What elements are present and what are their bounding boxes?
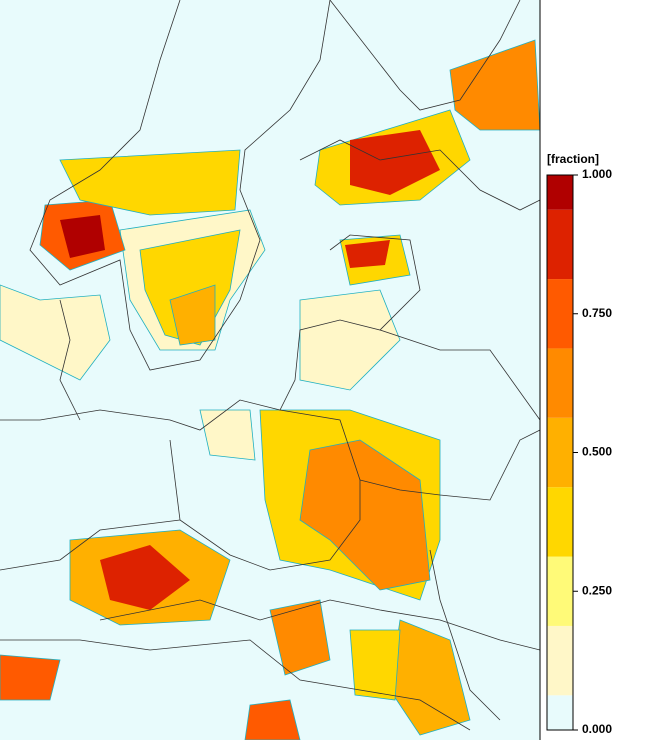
colorbar-band <box>547 625 573 696</box>
borders <box>0 0 541 731</box>
colorbar-tick-label: 0.000 <box>582 722 612 736</box>
colorbar-band <box>547 175 573 210</box>
field <box>0 39 541 740</box>
colorbar-label: [fraction] <box>547 152 599 166</box>
colorbar-band <box>547 695 573 730</box>
colorbar-band <box>547 209 573 280</box>
colorbar-band <box>547 348 573 418</box>
map <box>0 0 541 740</box>
colorbar-band <box>547 556 573 626</box>
colorbar-tick-label: 1.000 <box>582 167 612 181</box>
colorbar-tick-label: 0.500 <box>582 445 612 459</box>
colorbar-band <box>547 487 573 557</box>
colorbar-band <box>547 417 573 488</box>
colorbar-tick-label: 0.250 <box>582 583 612 597</box>
colorbar-band <box>547 279 573 349</box>
colorbar-tick-label: 0.750 <box>582 306 612 320</box>
